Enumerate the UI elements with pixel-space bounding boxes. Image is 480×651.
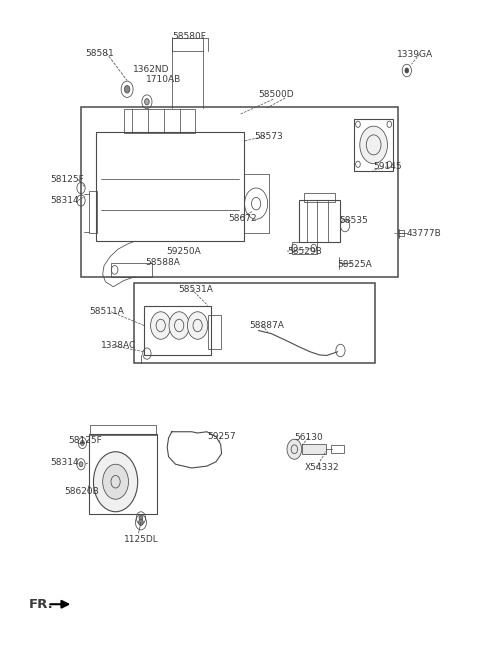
Circle shape [188,312,208,339]
Bar [81,107,398,277]
Text: 1362ND: 1362ND [133,64,169,74]
Circle shape [139,519,143,525]
Bar [134,283,374,363]
Text: FR.: FR. [29,598,54,611]
Circle shape [144,99,149,105]
Circle shape [103,464,129,499]
Text: 1339GA: 1339GA [396,49,433,59]
Text: 59250A: 59250A [166,247,201,256]
Circle shape [360,126,387,163]
Bar [96,132,244,241]
Bar [111,263,153,277]
Circle shape [139,516,143,521]
Circle shape [94,452,138,512]
Bar [208,315,221,349]
Bar [89,191,97,233]
Text: 58531A: 58531A [178,284,213,294]
Circle shape [151,312,171,339]
Bar [144,305,211,355]
Text: 58529B: 58529B [287,247,322,256]
Text: 58314: 58314 [50,458,79,467]
Text: 58588A: 58588A [145,258,180,267]
Text: 58500D: 58500D [258,90,294,99]
Text: 58511A: 58511A [89,307,124,316]
Bar [331,445,344,453]
Circle shape [81,441,84,445]
Text: 58580F: 58580F [172,33,206,41]
Text: 1710AB: 1710AB [145,76,181,85]
Circle shape [405,68,408,73]
Bar [244,174,269,233]
Text: 58535: 58535 [339,216,368,225]
Circle shape [124,85,130,93]
Text: X54332: X54332 [304,463,339,472]
Text: 58525A: 58525A [338,260,372,269]
Text: 58620B: 58620B [64,487,99,496]
Text: 59145: 59145 [373,162,402,171]
Text: 58125F: 58125F [50,174,84,184]
Bar [354,119,394,171]
Text: 56130: 56130 [294,434,323,443]
Text: 58125F: 58125F [69,436,102,445]
Circle shape [287,439,302,459]
Text: 43777B: 43777B [407,229,442,238]
Circle shape [169,312,189,339]
Bar [89,434,157,514]
Circle shape [79,462,83,467]
Bar [303,193,335,202]
Bar [299,200,339,242]
Text: 58314: 58314 [50,196,79,205]
Text: 59257: 59257 [207,432,236,441]
Text: 1338AC: 1338AC [101,341,136,350]
Text: 1125DL: 1125DL [124,534,158,544]
Bar [398,230,404,236]
Text: 58672: 58672 [228,214,257,223]
Bar [90,426,156,436]
Bar [124,109,195,133]
Text: 58887A: 58887A [249,321,284,330]
Text: 58573: 58573 [254,132,283,141]
Bar [292,242,317,254]
Text: 58581: 58581 [85,49,114,57]
Bar [302,444,326,454]
